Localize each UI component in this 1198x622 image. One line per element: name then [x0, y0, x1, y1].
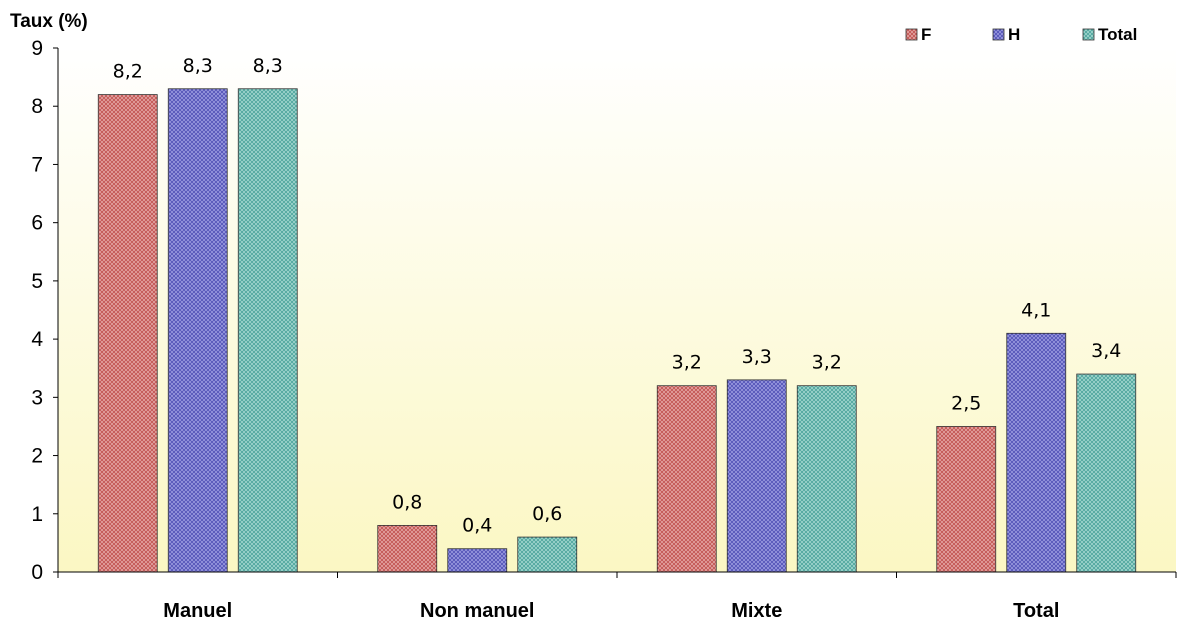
data-label: 8,3 [253, 55, 283, 77]
bar-total-2 [797, 386, 856, 572]
legend-swatch-total [1083, 29, 1094, 40]
data-label: 4,1 [1021, 299, 1051, 321]
data-label: 2,5 [951, 392, 981, 414]
y-axis: 0 1 2 3 4 5 6 7 8 9 [31, 37, 58, 584]
data-label: 0,6 [532, 503, 562, 525]
x-category-label: Total [1013, 600, 1059, 622]
y-tick-label: 0 [31, 561, 43, 584]
bar-h-0 [168, 89, 227, 572]
y-tick-label: 1 [31, 503, 43, 526]
data-label: 3,4 [1091, 340, 1121, 362]
y-tick-label: 5 [31, 270, 43, 293]
y-tick-label: 3 [31, 386, 43, 409]
bar-total-1 [518, 537, 577, 572]
x-category-label: Mixte [731, 600, 782, 622]
y-tick-label: 2 [31, 445, 43, 468]
bar-total-0 [238, 89, 297, 572]
bar-f-1 [378, 525, 437, 572]
legend-label: Total [1098, 25, 1137, 44]
bar-f-2 [657, 386, 716, 572]
legend-swatch-h [993, 29, 1004, 40]
x-axis-categories: Manuel Non manuel Mixte Total [163, 600, 1059, 622]
y-tick-label: 6 [31, 212, 43, 235]
legend-swatch-f [906, 29, 917, 40]
x-category-label: Non manuel [420, 600, 534, 622]
bar-f-3 [937, 426, 996, 572]
y-tick-label: 4 [31, 328, 43, 351]
data-label: 0,8 [392, 491, 422, 513]
bar-f-0 [98, 95, 157, 572]
data-label: 0,4 [462, 515, 492, 537]
y-tick-label: 8 [31, 95, 43, 118]
data-label: 8,2 [113, 61, 143, 83]
y-tick-label: 9 [31, 37, 43, 60]
data-label: 3,2 [812, 352, 842, 374]
bar-h-3 [1007, 333, 1066, 572]
bar-h-1 [448, 549, 507, 572]
data-label: 3,3 [742, 346, 772, 368]
bar-total-3 [1077, 374, 1136, 572]
data-label: 8,3 [183, 55, 213, 77]
data-label: 3,2 [672, 352, 702, 374]
legend: F H Total [906, 25, 1137, 44]
y-tick-label: 7 [31, 153, 43, 176]
y-axis-title: Taux (%) [10, 11, 88, 32]
legend-label: F [921, 25, 931, 44]
bar-h-2 [727, 380, 786, 572]
legend-label: H [1008, 25, 1020, 44]
x-category-label: Manuel [163, 600, 232, 622]
